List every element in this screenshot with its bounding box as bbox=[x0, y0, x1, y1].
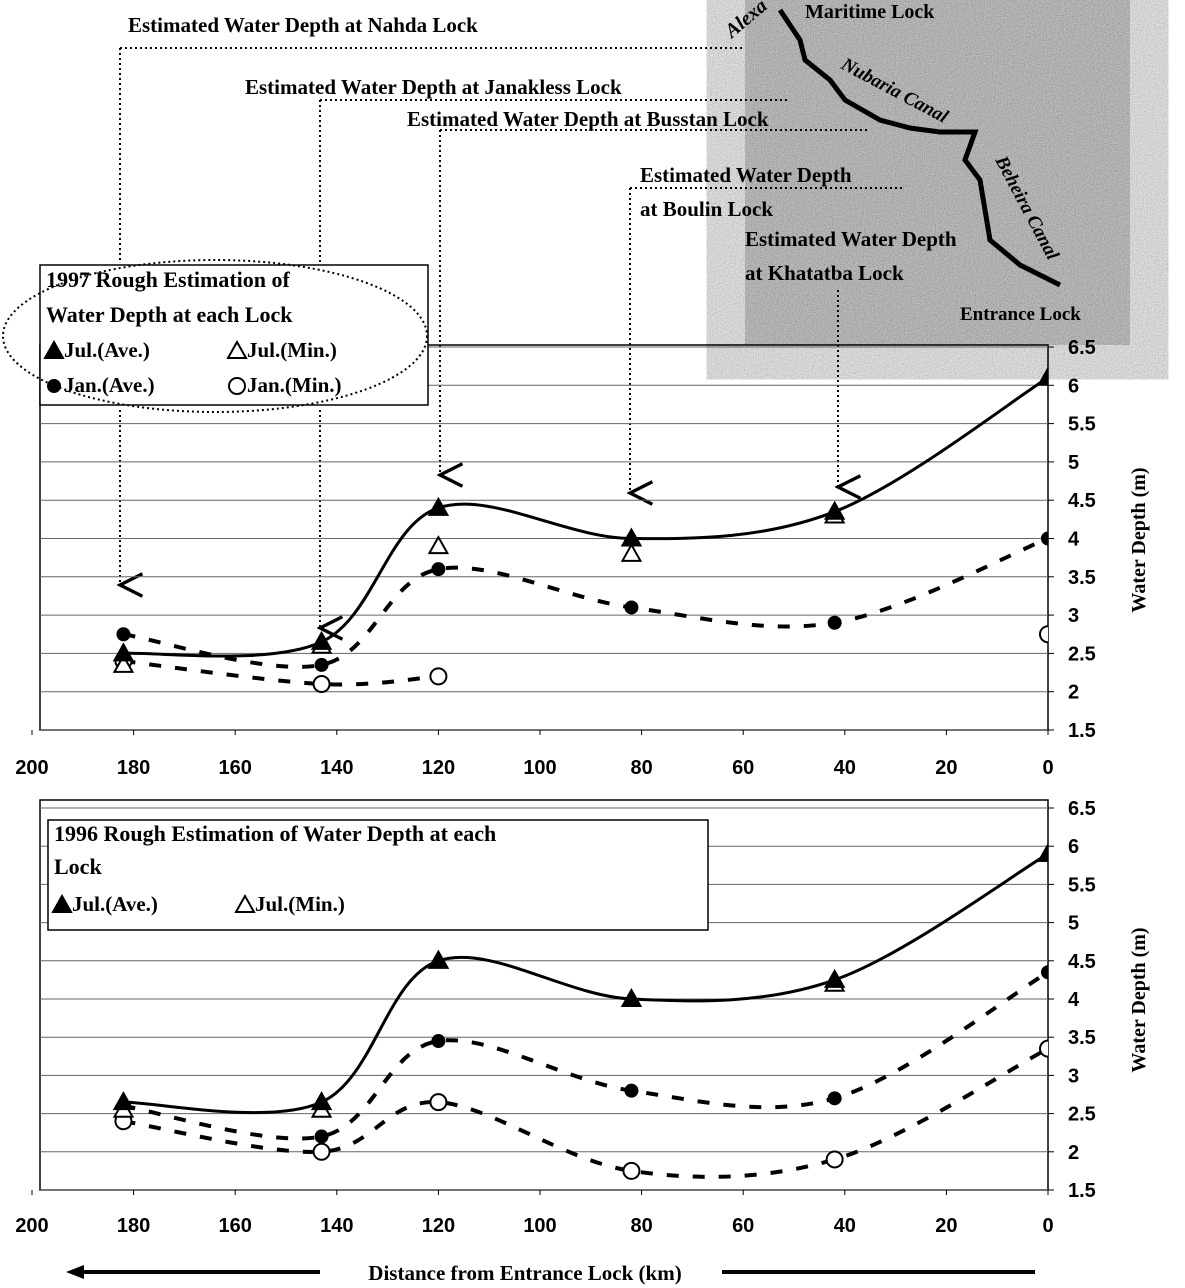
y-tick-label: 3.5 bbox=[1068, 1027, 1096, 1049]
marker bbox=[1039, 369, 1057, 385]
y-tick-label: 2 bbox=[1068, 1142, 1079, 1164]
marker bbox=[623, 1163, 639, 1179]
y-tick-label: 4 bbox=[1068, 989, 1080, 1011]
y-tick-label: 5.5 bbox=[1068, 874, 1096, 896]
x-tick-label: 200 bbox=[15, 757, 48, 779]
marker bbox=[1040, 1041, 1056, 1057]
x-tick-label: 20 bbox=[935, 757, 957, 779]
marker bbox=[1040, 626, 1056, 642]
marker bbox=[48, 380, 60, 392]
y-tick-label: 2.5 bbox=[1068, 643, 1096, 665]
marker bbox=[229, 378, 245, 394]
legend-label: Jul.(Ave.) bbox=[72, 892, 158, 916]
legend-label: Jul.(Ave.) bbox=[64, 338, 150, 362]
marker bbox=[622, 545, 640, 561]
marker bbox=[827, 1151, 843, 1167]
axis-arrow-head bbox=[66, 1265, 84, 1279]
marker bbox=[314, 676, 330, 692]
y-tick-label: 4.5 bbox=[1068, 490, 1096, 512]
legend-label: Jul.(Min.) bbox=[255, 892, 345, 916]
marker bbox=[430, 1094, 446, 1110]
legend-label: Jul.(Min.) bbox=[247, 338, 337, 362]
x-tick-label: 100 bbox=[523, 1215, 556, 1237]
marker bbox=[1042, 966, 1054, 978]
chart-title: Water Depth at each Lock bbox=[46, 302, 293, 327]
marker bbox=[117, 628, 129, 640]
y-tick-label: 2 bbox=[1068, 682, 1079, 704]
marker bbox=[829, 1092, 841, 1104]
y-tick-label: 5 bbox=[1068, 452, 1079, 474]
series-line bbox=[123, 539, 1048, 667]
x-tick-label: 60 bbox=[732, 757, 754, 779]
x-tick-label: 80 bbox=[630, 1215, 652, 1237]
annotation: Estimated Water Depth at Busstan Lock bbox=[407, 107, 769, 131]
legend-label: Jan.(Min.) bbox=[247, 373, 342, 397]
x-tick-label: 160 bbox=[219, 1215, 252, 1237]
y-axis-label: Water Depth (m) bbox=[1128, 467, 1150, 612]
x-tick-label: 180 bbox=[117, 1215, 150, 1237]
x-tick-label: 120 bbox=[422, 757, 455, 779]
x-axis-label: Distance from Entrance Lock (km) bbox=[368, 1261, 681, 1285]
annotation: at Khatatba Lock bbox=[745, 261, 904, 285]
marker bbox=[625, 601, 637, 613]
x-tick-label: 40 bbox=[834, 757, 856, 779]
y-tick-label: 3 bbox=[1068, 605, 1079, 627]
series-line bbox=[123, 634, 1048, 684]
x-tick-label: 0 bbox=[1042, 757, 1053, 779]
marker bbox=[829, 617, 841, 629]
annotation: Estimated Water Depth bbox=[745, 227, 957, 251]
x-tick-label: 120 bbox=[422, 1215, 455, 1237]
x-tick-label: 0 bbox=[1042, 1215, 1053, 1237]
marker bbox=[430, 668, 446, 684]
x-tick-label: 40 bbox=[834, 1215, 856, 1237]
marker bbox=[314, 1144, 330, 1160]
plot-area bbox=[114, 369, 1057, 692]
y-tick-label: 6.5 bbox=[1068, 798, 1096, 820]
marker bbox=[429, 537, 447, 553]
y-tick-label: 2.5 bbox=[1068, 1104, 1096, 1126]
marker bbox=[432, 563, 444, 575]
y-tick-label: 3.5 bbox=[1068, 567, 1096, 589]
marker bbox=[313, 633, 331, 649]
annotation: Estimated Water Depth at Janakless Lock bbox=[245, 75, 622, 99]
x-tick-label: 20 bbox=[935, 1215, 957, 1237]
x-tick-label: 60 bbox=[732, 1215, 754, 1237]
annotation: Estimated Water Depth bbox=[640, 163, 852, 187]
annotation: Estimated Water Depth at Nahda Lock bbox=[128, 13, 478, 37]
y-tick-label: 3 bbox=[1068, 1065, 1079, 1087]
x-tick-label: 160 bbox=[219, 757, 252, 779]
chart-title: 1997 Rough Estimation of bbox=[46, 267, 291, 292]
y-tick-label: 5.5 bbox=[1068, 414, 1096, 436]
y-tick-label: 6.5 bbox=[1068, 337, 1096, 359]
marker bbox=[316, 659, 328, 671]
y-tick-label: 5 bbox=[1068, 913, 1079, 935]
y-tick-label: 4.5 bbox=[1068, 951, 1096, 973]
x-tick-label: 80 bbox=[630, 757, 652, 779]
y-tick-label: 1.5 bbox=[1068, 1180, 1096, 1202]
x-tick-label: 140 bbox=[320, 757, 353, 779]
figure: Alexa Maritime Lock Nubaria Canal Beheir… bbox=[0, 0, 1185, 1288]
series-line bbox=[123, 378, 1048, 656]
x-tick-label: 180 bbox=[117, 757, 150, 779]
map-label: Entrance Lock bbox=[960, 304, 1081, 325]
y-tick-label: 1.5 bbox=[1068, 720, 1096, 742]
marker bbox=[313, 1093, 331, 1109]
chart-title: Lock bbox=[54, 854, 102, 879]
y-tick-label: 6 bbox=[1068, 836, 1079, 858]
y-axis-label: Water Depth (m) bbox=[1128, 927, 1150, 1072]
marker bbox=[432, 1035, 444, 1047]
x-tick-label: 140 bbox=[320, 1215, 353, 1237]
marker bbox=[316, 1131, 328, 1143]
x-tick-label: 200 bbox=[15, 1215, 48, 1237]
y-tick-label: 6 bbox=[1068, 375, 1079, 397]
annotation: at Boulin Lock bbox=[640, 197, 773, 221]
marker bbox=[625, 1085, 637, 1097]
x-tick-label: 100 bbox=[523, 757, 556, 779]
chart-title: 1996 Rough Estimation of Water Depth at … bbox=[54, 821, 496, 846]
legend-label: Jan.(Ave.) bbox=[64, 373, 155, 397]
marker bbox=[1039, 845, 1057, 861]
y-tick-label: 4 bbox=[1068, 529, 1080, 551]
map-label: Maritime Lock bbox=[805, 1, 935, 23]
